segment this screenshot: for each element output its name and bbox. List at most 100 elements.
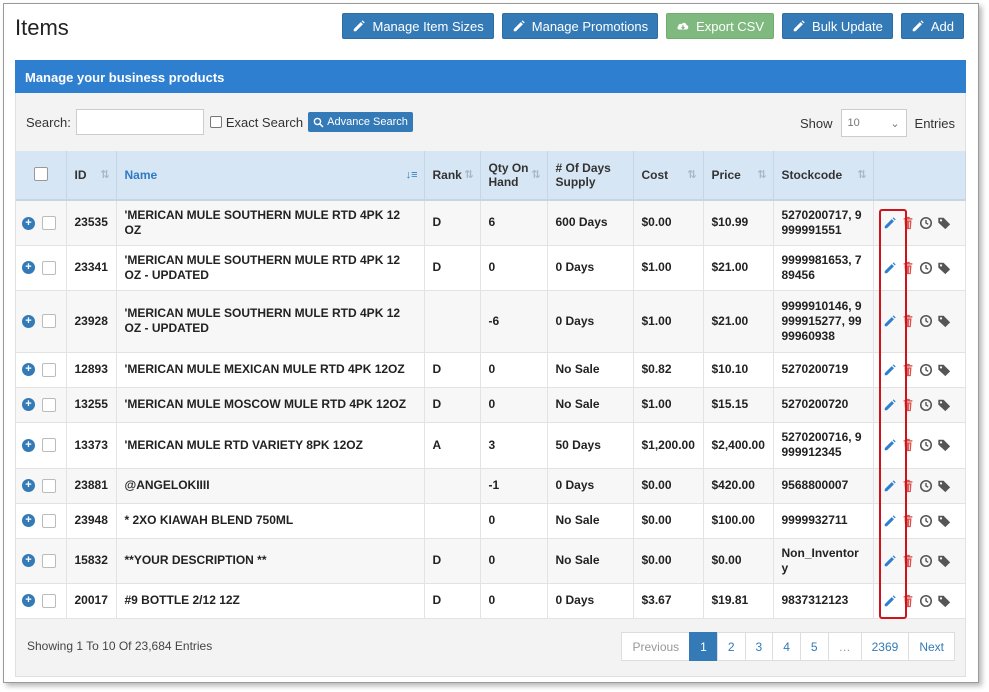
row-checkbox[interactable] [42, 553, 56, 568]
expand-row-icon[interactable]: + [22, 594, 35, 608]
manage-promotions-button[interactable]: Manage Promotions [501, 13, 659, 39]
edit-button[interactable] [883, 216, 897, 230]
history-button[interactable] [919, 594, 933, 608]
expand-row-icon[interactable]: + [22, 438, 35, 452]
export-csv-button[interactable]: Export CSV [666, 13, 775, 39]
history-button[interactable] [919, 261, 933, 275]
row-checkbox[interactable] [42, 260, 56, 275]
history-button[interactable] [919, 514, 933, 528]
column-header-rank[interactable]: Rank ⇅ [424, 151, 481, 201]
last-page-button[interactable]: 2369 [860, 632, 910, 661]
tag-button[interactable] [937, 398, 951, 412]
expand-row-icon[interactable]: + [22, 363, 35, 377]
edit-button[interactable] [883, 594, 897, 608]
history-button[interactable] [919, 314, 933, 328]
history-button[interactable] [919, 363, 933, 377]
expand-row-icon[interactable]: + [22, 398, 35, 412]
edit-button[interactable] [883, 398, 897, 412]
previous-page-button[interactable]: Previous [621, 632, 691, 661]
item-price: $2,400.00 [711, 437, 765, 452]
delete-button[interactable] [901, 438, 915, 452]
expand-row-icon[interactable]: + [22, 314, 35, 328]
history-button[interactable] [919, 554, 933, 568]
tag-button[interactable] [937, 594, 951, 608]
delete-button[interactable] [901, 216, 915, 230]
item-cost: $1.00 [641, 260, 672, 274]
page-3-button[interactable]: 3 [744, 632, 774, 661]
row-checkbox[interactable] [42, 438, 56, 453]
cell-qty: 0 [480, 583, 548, 619]
tag-button[interactable] [937, 479, 951, 493]
column-header-days-supply[interactable]: # Of Days Supply [547, 151, 634, 201]
page-size-select[interactable]: 10 ⌄ [840, 109, 907, 137]
item-qty: 0 [488, 553, 496, 567]
delete-button[interactable] [901, 314, 915, 328]
tag-button[interactable] [937, 314, 951, 328]
advance-search-button[interactable]: Advance Search [308, 112, 413, 132]
table-row: +13373 'MERICAN MULE RTD VARIETY 8PK 12OZ… [16, 422, 966, 469]
delete-button[interactable] [901, 479, 915, 493]
column-header-qty[interactable]: Qty On Hand ⇅ [480, 151, 548, 201]
column-label-qty-line2: Hand [488, 175, 519, 189]
item-name-line2: OZ - UPDATED [124, 267, 209, 282]
page-1-button[interactable]: 1 [689, 632, 718, 661]
tag-button[interactable] [937, 554, 951, 568]
bulk-update-button[interactable]: Bulk Update [782, 13, 893, 39]
row-checkbox[interactable] [42, 478, 56, 493]
column-header-stockcode[interactable]: Stockcode ⇅ [773, 151, 874, 201]
history-button[interactable] [919, 216, 933, 230]
delete-button[interactable] [901, 594, 915, 608]
page-2-button[interactable]: 2 [716, 632, 746, 661]
row-checkbox[interactable] [42, 216, 56, 231]
tag-button[interactable] [937, 363, 951, 377]
expand-row-icon[interactable]: + [22, 261, 35, 275]
exact-search-checkbox[interactable] [209, 116, 222, 128]
row-checkbox[interactable] [42, 397, 56, 412]
stockcode-line2: 89456 [781, 267, 815, 282]
cell-rank: D [424, 387, 481, 423]
edit-button[interactable] [883, 479, 897, 493]
column-header-id[interactable]: ID ⇅ [66, 151, 117, 201]
tag-button[interactable] [937, 216, 951, 230]
row-checkbox[interactable] [42, 362, 56, 377]
exact-search-toggle[interactable]: Exact Search [209, 115, 303, 130]
row-checkbox[interactable] [42, 513, 56, 528]
column-header-cost[interactable]: Cost ⇅ [633, 151, 704, 201]
search-input[interactable] [75, 109, 204, 135]
cell-cost: $3.67 [633, 583, 704, 619]
delete-button[interactable] [901, 514, 915, 528]
item-price: $15.15 [711, 397, 749, 411]
tag-button[interactable] [937, 514, 951, 528]
next-page-button[interactable]: Next [908, 632, 955, 661]
edit-button[interactable] [883, 363, 897, 377]
page-4-button[interactable]: 4 [772, 632, 801, 661]
tag-button[interactable] [937, 261, 951, 275]
edit-button[interactable] [883, 261, 897, 275]
column-header-name[interactable]: Name ↓≡ [116, 151, 425, 201]
expand-row-icon[interactable]: + [22, 216, 35, 230]
history-button[interactable] [919, 479, 933, 493]
cell-id: 15832 [66, 538, 117, 584]
row-checkbox[interactable] [42, 314, 56, 329]
add-label: Add [930, 18, 954, 34]
row-checkbox[interactable] [42, 593, 56, 608]
expand-row-icon[interactable]: + [22, 514, 35, 528]
delete-button[interactable] [901, 398, 915, 412]
delete-button[interactable] [901, 261, 915, 275]
select-all-checkbox[interactable] [33, 166, 48, 181]
edit-button[interactable] [883, 438, 897, 452]
delete-button[interactable] [901, 363, 915, 377]
expand-row-icon[interactable]: + [22, 479, 35, 493]
edit-button[interactable] [883, 514, 897, 528]
edit-button[interactable] [883, 314, 897, 328]
add-button[interactable]: Add [900, 13, 964, 39]
manage-item-sizes-button[interactable]: Manage Item Sizes [342, 13, 494, 39]
history-button[interactable] [919, 398, 933, 412]
edit-button[interactable] [883, 554, 897, 568]
history-button[interactable] [919, 438, 933, 452]
delete-button[interactable] [901, 554, 915, 568]
tag-button[interactable] [937, 438, 951, 452]
expand-row-icon[interactable]: + [22, 554, 35, 568]
page-5-button[interactable]: 5 [799, 632, 829, 661]
column-header-price[interactable]: Price ⇅ [703, 151, 774, 201]
